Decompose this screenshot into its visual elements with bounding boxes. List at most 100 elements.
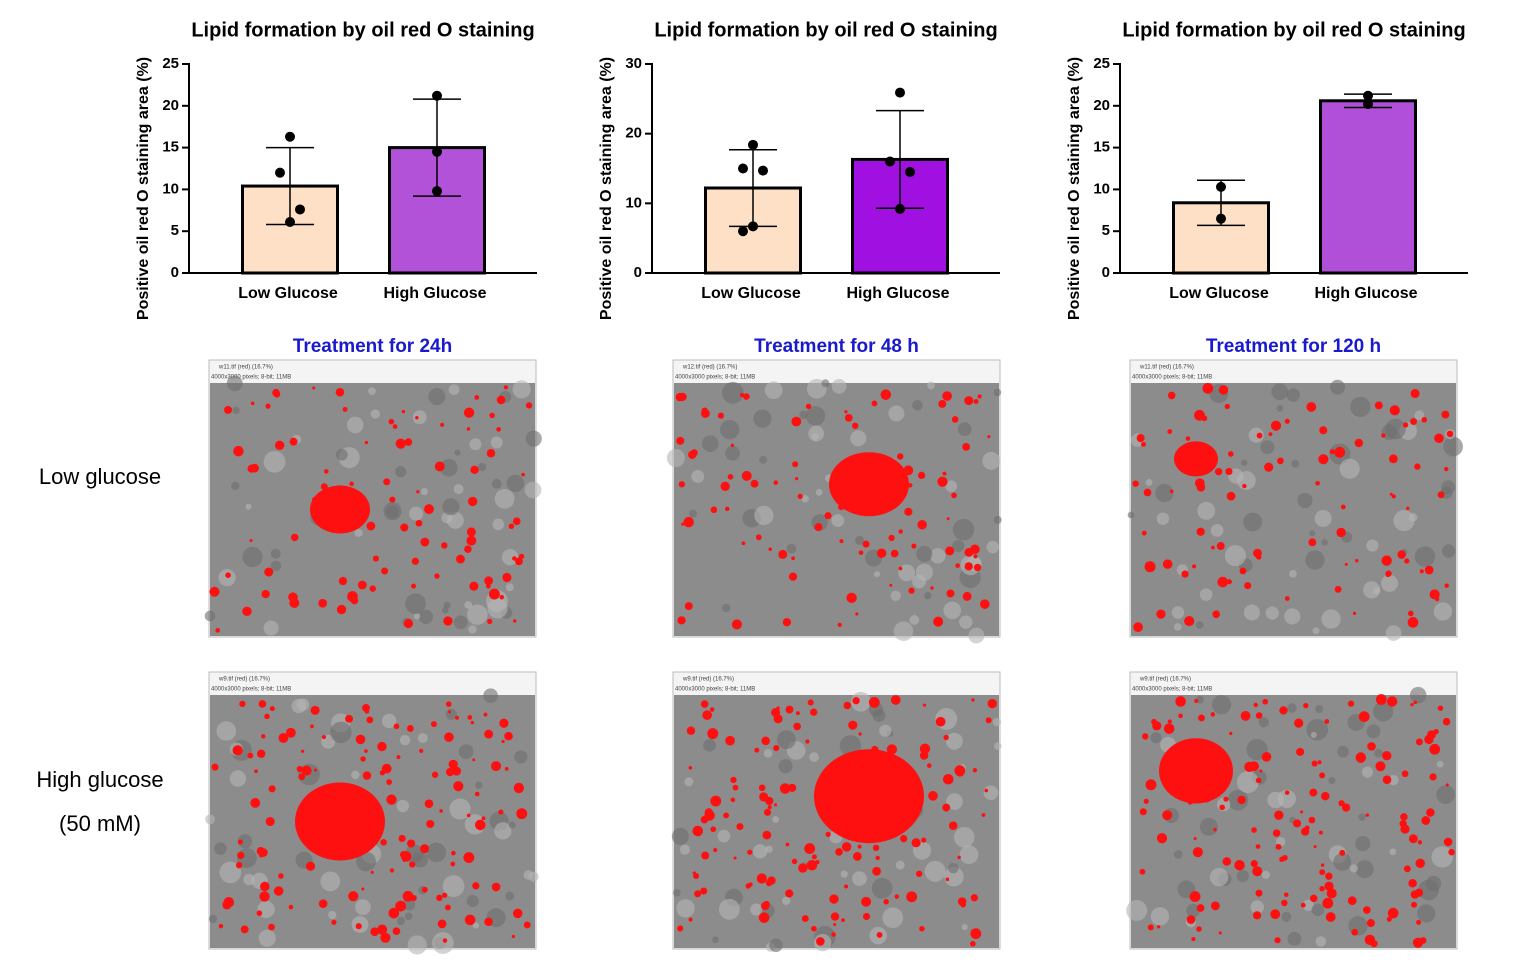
cell xyxy=(1312,627,1320,635)
cell xyxy=(850,430,867,447)
stain xyxy=(1162,559,1173,569)
cell xyxy=(1315,936,1327,947)
stain xyxy=(1334,585,1342,593)
cell xyxy=(1361,766,1374,778)
stain xyxy=(1163,723,1175,734)
stain xyxy=(1437,705,1444,711)
stain xyxy=(888,534,895,541)
stain xyxy=(710,795,722,807)
cell xyxy=(893,621,914,641)
stain xyxy=(450,861,456,867)
stain xyxy=(1156,925,1161,929)
stain xyxy=(1296,747,1305,756)
stain xyxy=(496,427,501,432)
stain xyxy=(810,708,818,716)
stain xyxy=(1421,816,1431,825)
stain xyxy=(398,834,406,843)
cell xyxy=(1171,606,1185,619)
stain xyxy=(937,476,948,487)
stain xyxy=(942,803,951,812)
stain xyxy=(1407,610,1414,617)
y-tick-label: 20 xyxy=(1093,97,1110,114)
stain xyxy=(814,523,823,532)
stain xyxy=(676,436,685,445)
stain xyxy=(1318,830,1323,835)
stain xyxy=(481,816,486,821)
stain xyxy=(700,815,709,824)
stain xyxy=(310,724,314,729)
stain xyxy=(938,399,947,408)
cell xyxy=(355,899,371,916)
cell xyxy=(1366,724,1381,739)
stain xyxy=(366,716,374,724)
cell xyxy=(750,903,763,916)
stain xyxy=(1322,897,1334,909)
cell xyxy=(1309,530,1316,537)
stain xyxy=(852,697,860,705)
stain xyxy=(1391,494,1396,499)
stain xyxy=(357,580,367,590)
cell xyxy=(986,540,1000,554)
cell xyxy=(769,938,783,953)
cell xyxy=(443,601,451,609)
stain xyxy=(942,773,954,785)
data-point xyxy=(748,221,758,232)
stain xyxy=(942,391,952,401)
cell xyxy=(370,409,381,419)
cell xyxy=(219,861,242,884)
cell xyxy=(1330,379,1345,395)
cell xyxy=(418,609,434,624)
stain xyxy=(420,537,430,547)
stain xyxy=(237,851,245,860)
stain xyxy=(700,887,708,895)
cell xyxy=(1414,546,1436,567)
cell xyxy=(982,451,1001,470)
stain xyxy=(871,400,878,407)
stain xyxy=(499,594,505,600)
stain xyxy=(970,894,979,902)
row-label: (50 mM) xyxy=(59,811,141,836)
stain xyxy=(257,749,266,758)
stain xyxy=(785,889,794,898)
stain xyxy=(1386,916,1392,922)
stain xyxy=(525,402,533,409)
stain xyxy=(898,529,903,534)
stain xyxy=(791,416,802,427)
stain xyxy=(677,616,686,625)
window-info: 4000x3000 pixels; 8-bit; 11MB xyxy=(1132,687,1212,693)
stain xyxy=(1410,890,1420,899)
stain xyxy=(415,416,419,420)
cell xyxy=(1302,899,1314,911)
cell xyxy=(909,615,920,625)
stain xyxy=(272,388,280,397)
stain xyxy=(242,606,252,617)
cell xyxy=(1350,396,1371,418)
stain-cluster xyxy=(310,485,370,534)
stain xyxy=(318,899,328,908)
cell xyxy=(258,929,276,947)
stain xyxy=(1443,837,1453,847)
stain xyxy=(1185,436,1191,441)
stain xyxy=(469,581,479,591)
stain xyxy=(399,850,408,859)
stain xyxy=(430,721,437,728)
cell xyxy=(943,601,962,620)
stain xyxy=(486,449,496,458)
stain xyxy=(930,586,934,590)
stain xyxy=(946,589,955,598)
stain xyxy=(1351,928,1359,936)
window-title: w12.tif (red) (16.7%) xyxy=(682,365,737,371)
stain xyxy=(1144,561,1156,573)
cell xyxy=(491,478,502,489)
stain xyxy=(1341,803,1351,812)
cell xyxy=(1297,492,1313,509)
stain xyxy=(811,854,817,860)
stain xyxy=(792,461,799,468)
cell xyxy=(514,750,528,764)
cell xyxy=(405,593,426,615)
stain xyxy=(736,823,744,831)
stain xyxy=(237,839,243,845)
stain xyxy=(1386,696,1398,707)
stain xyxy=(1194,409,1205,421)
